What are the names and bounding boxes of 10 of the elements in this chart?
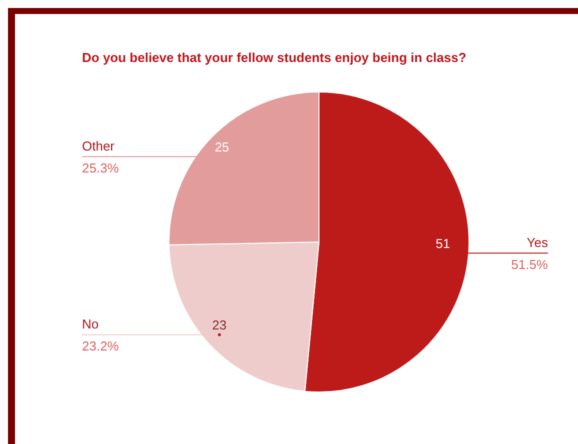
text: 51 xyxy=(436,236,450,252)
text: 23 xyxy=(212,318,227,333)
slice-label: Other xyxy=(82,138,116,154)
slice-label: Yes xyxy=(526,235,548,250)
data-label: 23.2% xyxy=(82,338,120,354)
text: 25 xyxy=(214,140,230,155)
chart-title: Do you believe that your fellow students enjoy being in class? xyxy=(82,50,466,65)
slice-label: No xyxy=(82,316,99,332)
data-label: 51.5% xyxy=(511,257,548,272)
data-label: 25.3% xyxy=(82,160,120,176)
